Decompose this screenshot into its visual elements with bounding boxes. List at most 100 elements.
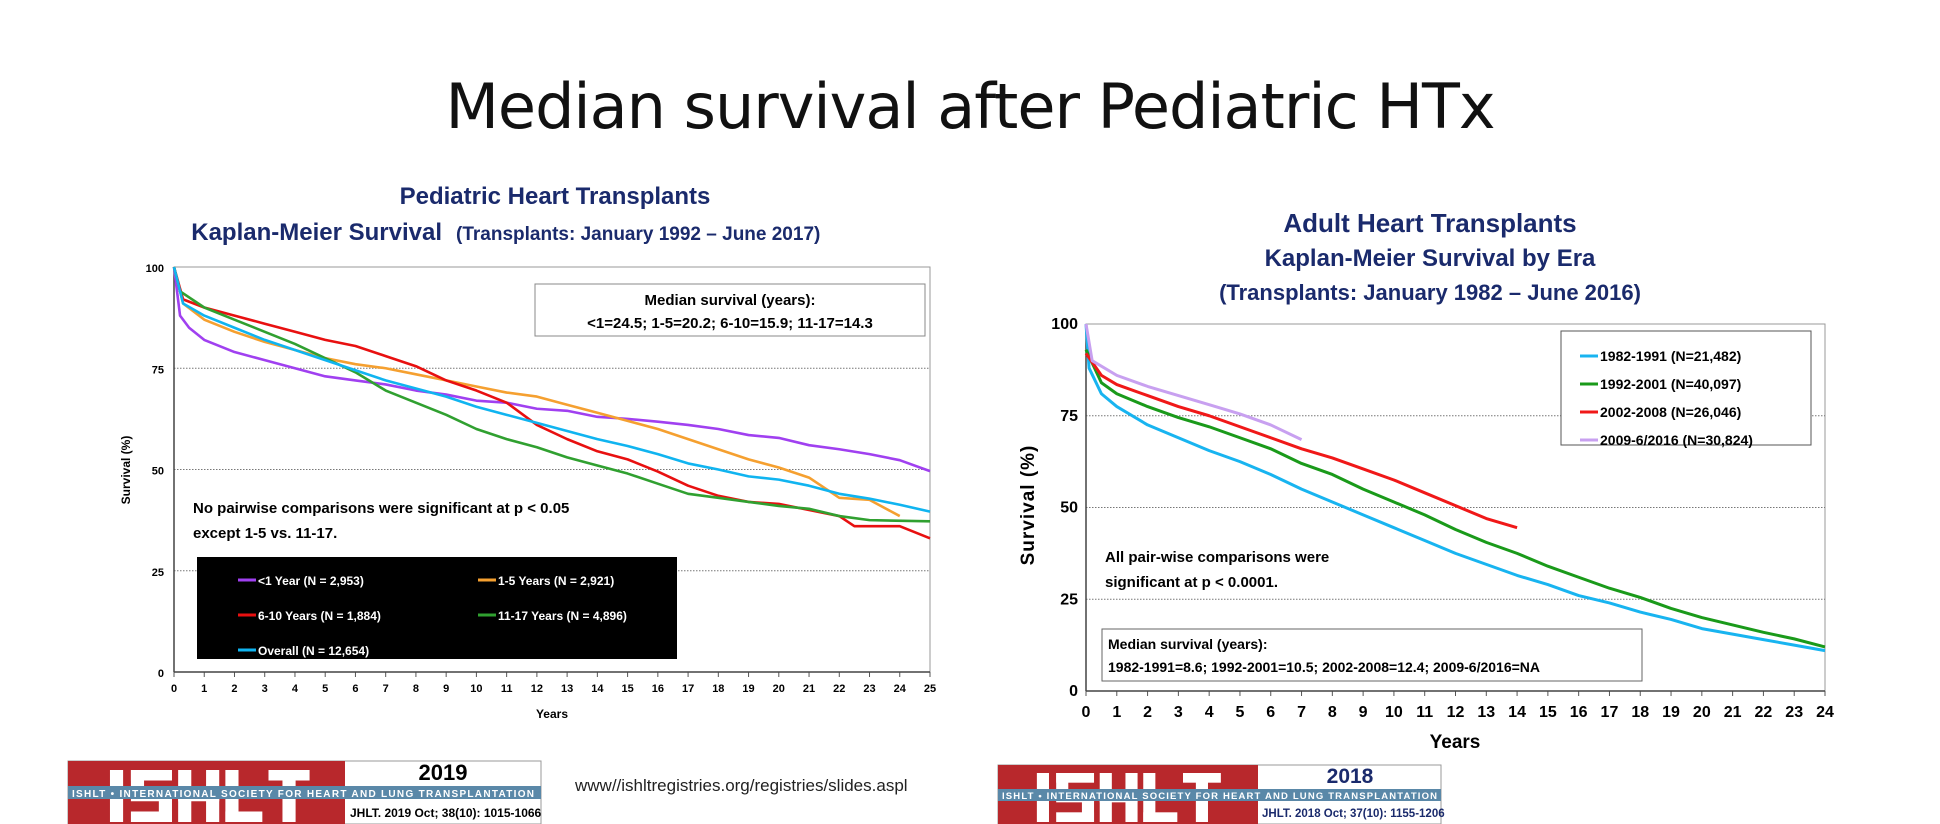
x-tick-label: 17	[682, 683, 694, 695]
y-tick-label: 25	[152, 567, 164, 579]
chart-title: Pediatric Heart Transplants	[400, 183, 711, 210]
x-tick-label: 4	[1205, 704, 1214, 721]
note-line-2: significant at p < 0.0001.	[1105, 574, 1278, 591]
x-tick-label: 24	[894, 683, 907, 695]
wordmark-stroke	[130, 770, 172, 781]
y-tick-label: 50	[152, 466, 164, 478]
logo-year: 2018	[1327, 765, 1374, 788]
median-box-values: <1=24.5; 1-5=20.2; 6-10=15.9; 11-17=14.3	[587, 315, 873, 332]
series-line-4	[172, 266, 931, 513]
x-tick-label: 5	[1236, 704, 1245, 721]
legend-label: 1992-2001 (N=40,097)	[1600, 376, 1741, 392]
x-tick-label: 3	[1174, 704, 1183, 721]
median-box	[1101, 628, 1643, 682]
wordmark-stroke	[225, 811, 263, 822]
y-tick-label: 75	[1060, 408, 1078, 425]
median-box-title: Median survival (years):	[645, 292, 816, 309]
pediatric-chart: Pediatric Heart Transplants Kaplan-Meier…	[119, 183, 936, 721]
y-tick-label: 50	[1060, 500, 1078, 517]
legend-label: <1 Year (N = 2,953)	[258, 574, 364, 588]
series-line-1	[1084, 349, 1826, 649]
x-tick-label: 8	[413, 683, 419, 695]
wordmark-stroke	[1143, 812, 1178, 822]
x-tick-label: 15	[621, 683, 633, 695]
note-line-1: All pair-wise comparisons were	[1105, 549, 1329, 566]
chart-title: Adult Heart Transplants	[1283, 208, 1576, 238]
x-tick-label: 4	[292, 683, 299, 695]
x-tick-label: 17	[1601, 704, 1619, 721]
logo-band	[998, 789, 1441, 801]
x-tick-label: 9	[1359, 704, 1368, 721]
x-tick-label: 2	[231, 683, 237, 695]
median-box-title: Median survival (years):	[1108, 636, 1268, 652]
median-box	[534, 283, 926, 337]
note-line-2: except 1-5 vs. 11-17.	[193, 525, 337, 542]
series-line-1	[172, 266, 901, 518]
legend-label: 11-17 Years (N = 4,896)	[498, 609, 627, 623]
ishlt-logo-2018: ISHLT • INTERNATIONAL SOCIETY FOR HEART …	[997, 764, 1445, 824]
subtitle-main: Kaplan-Meier Survival	[191, 219, 442, 246]
x-tick-label: 9	[443, 683, 449, 695]
y-tick-label: 100	[146, 263, 164, 275]
y-axis-label: Survival (%)	[119, 436, 133, 505]
median-box-values: 1982-1991=8.6; 1992-2001=10.5; 2002-2008…	[1108, 659, 1540, 675]
legend	[197, 557, 677, 659]
x-axis-label: Years	[536, 707, 568, 721]
x-tick-label: 22	[833, 683, 845, 695]
x-tick-label: 20	[1693, 704, 1711, 721]
logo-year: 2019	[419, 760, 468, 785]
series-line-0	[1084, 323, 1826, 653]
legend-items: <1 Year (N = 2,953) 1-5 Years (N = 2,921)…	[238, 574, 627, 658]
x-tick-label: 11	[501, 683, 513, 695]
ishlt-logo-2019: ISHLT • INTERNATIONAL SOCIETY FOR HEART …	[67, 760, 542, 824]
x-tick-label: 23	[1785, 704, 1803, 721]
subtitle-paren: (Transplants: January 1992 – June 2017)	[456, 224, 820, 245]
logo-band-text: ISHLT • INTERNATIONAL SOCIETY FOR HEART …	[72, 789, 534, 800]
x-tick-label: 19	[742, 683, 754, 695]
x-tick-label: 2	[1143, 704, 1152, 721]
x-tick-label: 11	[1416, 704, 1433, 721]
x-tick-label: 5	[322, 683, 328, 695]
x-tick-label: 21	[803, 683, 815, 695]
x-tick-label: 14	[1508, 704, 1526, 721]
x-tick-label: 12	[1447, 704, 1465, 721]
x-tick-label: 13	[561, 683, 573, 695]
x-axis-label: Years	[1430, 732, 1481, 753]
x-tick-label: 7	[383, 683, 389, 695]
y-tick-label: 100	[1051, 316, 1078, 333]
x-tick-label: 0	[171, 683, 177, 695]
x-tick-label: 23	[863, 683, 875, 695]
x-tick-label: 1	[1112, 704, 1121, 721]
slide-title: Median survival after Pediatric HTx	[445, 70, 1495, 143]
x-tick-label: 10	[470, 683, 482, 695]
legend-label: 1982-1991 (N=21,482)	[1600, 348, 1741, 364]
x-tick-label: 16	[652, 683, 664, 695]
legend-label: 1-5 Years (N = 2,921)	[498, 574, 614, 588]
series-line-2	[1084, 352, 1518, 530]
note-line-1: No pairwise comparisons were significant…	[193, 500, 569, 517]
y-axis-label: Survival (%)	[1018, 445, 1039, 566]
x-tick-label: 18	[712, 683, 724, 695]
x-tick-label: 16	[1570, 704, 1588, 721]
x-tick-label: 15	[1539, 704, 1557, 721]
x-tick-label: 6	[352, 683, 358, 695]
wordmark-stroke	[1056, 812, 1095, 822]
source-url: www//ishltregistries.org/registries/slid…	[575, 776, 908, 795]
wordmark-stroke	[130, 811, 172, 822]
legend-label: 6-10 Years (N = 1,884)	[258, 609, 381, 623]
x-tick-label: 7	[1297, 704, 1306, 721]
logo-citation: JHLT. 2018 Oct; 37(10): 1155-1206	[1262, 808, 1445, 820]
legend-label: 2009-6/2016 (N=30,824)	[1600, 432, 1753, 448]
series-line-0	[172, 266, 931, 473]
logo-band	[68, 786, 541, 799]
y-tick-label: 0	[1069, 683, 1078, 700]
x-tick-label: 24	[1816, 704, 1834, 721]
x-tick-label: 10	[1385, 704, 1403, 721]
x-tick-label: 25	[924, 683, 936, 695]
subtitle-paren: (Transplants: January 1982 – June 2016)	[1219, 280, 1641, 305]
x-tick-label: 13	[1477, 704, 1495, 721]
x-tick-label: 6	[1266, 704, 1275, 721]
y-tick-label: 25	[1060, 591, 1078, 608]
x-tick-label: 0	[1082, 704, 1091, 721]
